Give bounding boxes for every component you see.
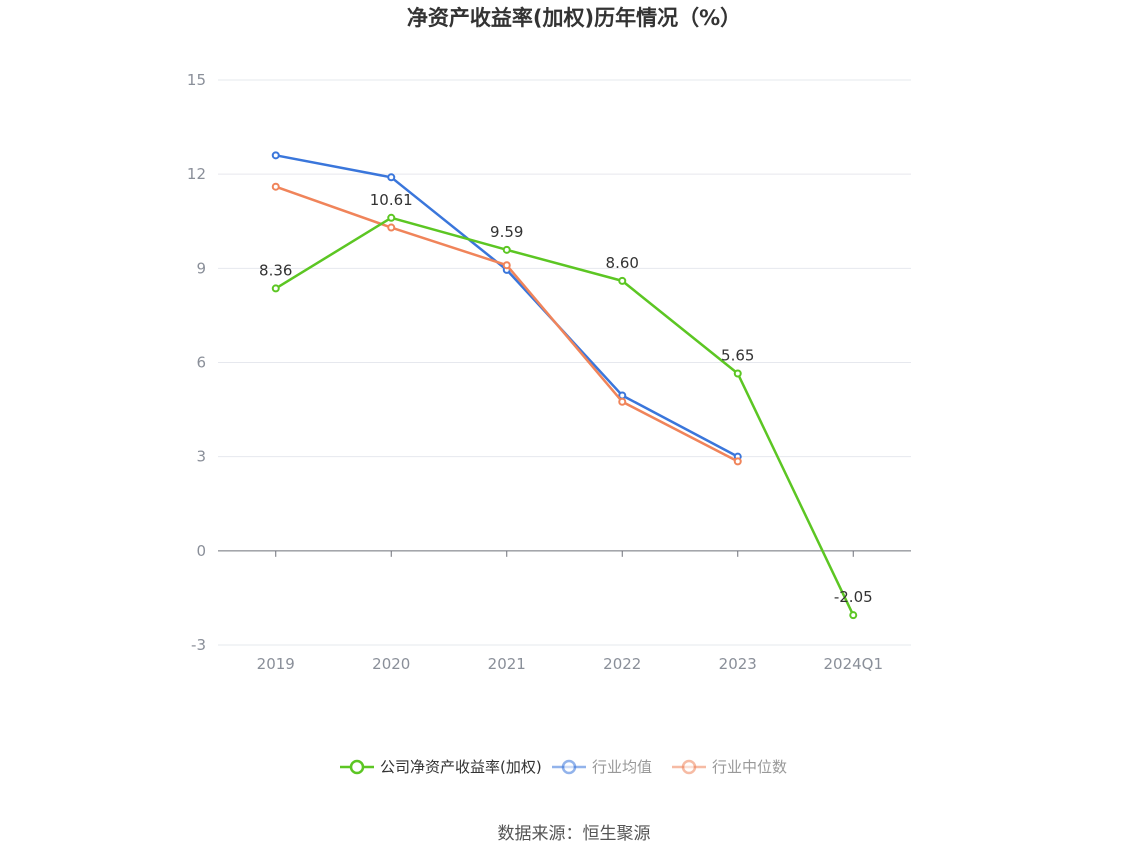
y-tick-label: -3 bbox=[191, 636, 206, 654]
series-line bbox=[275, 216, 855, 616]
legend-swatch-marker bbox=[349, 759, 365, 775]
legend-item[interactable]: 行业均值 bbox=[552, 758, 652, 776]
legend-label: 公司净资产收益率(加权) bbox=[380, 758, 542, 776]
data-point bbox=[733, 369, 742, 378]
legend-item[interactable]: 公司净资产收益率(加权) bbox=[340, 758, 542, 776]
series-1 bbox=[271, 151, 742, 461]
data-source: 数据来源：恒生聚源 bbox=[498, 824, 651, 844]
series-2 bbox=[271, 182, 742, 466]
y-tick-label: 3 bbox=[196, 448, 206, 466]
y-tick-label: 12 bbox=[187, 165, 206, 183]
data-point bbox=[271, 284, 280, 293]
legend-swatch-marker bbox=[681, 759, 697, 775]
data-point bbox=[733, 457, 742, 466]
data-label: -2.05 bbox=[834, 588, 873, 606]
data-label: 8.60 bbox=[606, 254, 639, 272]
series-layer bbox=[271, 151, 858, 620]
y-axis: -3 0 3 6 9 12 15 bbox=[187, 71, 206, 654]
x-tick-label: 2024Q1 bbox=[823, 655, 883, 673]
series-0 bbox=[271, 213, 858, 620]
data-point bbox=[502, 261, 511, 270]
data-point bbox=[271, 151, 280, 160]
y-tick-label: 9 bbox=[196, 259, 206, 277]
series-line bbox=[275, 154, 739, 458]
data-point bbox=[271, 182, 280, 191]
x-tick-label: 2022 bbox=[603, 655, 641, 673]
data-label: 5.65 bbox=[721, 346, 754, 364]
data-point bbox=[618, 276, 627, 285]
data-point bbox=[387, 223, 396, 232]
legend-swatch-marker bbox=[561, 759, 577, 775]
data-point bbox=[618, 397, 627, 406]
legend-label: 行业中位数 bbox=[712, 758, 787, 776]
y-tick-label: 6 bbox=[196, 354, 206, 372]
data-point bbox=[502, 245, 511, 254]
chart-title: 净资产收益率(加权)历年情况（%） bbox=[407, 6, 741, 30]
data-point bbox=[387, 173, 396, 182]
data-label: 8.36 bbox=[259, 261, 292, 279]
y-tick-label: 15 bbox=[187, 71, 206, 89]
x-tick-label: 2021 bbox=[488, 655, 526, 673]
data-point bbox=[849, 611, 858, 620]
x-tick-label: 2019 bbox=[257, 655, 295, 673]
data-point bbox=[387, 213, 396, 222]
data-labels: 8.36 10.61 9.59 8.60 5.65 -2.05 bbox=[259, 191, 873, 606]
grid-lines bbox=[218, 79, 911, 646]
legend: 公司净资产收益率(加权) 行业均值 行业中位数 bbox=[340, 758, 787, 776]
x-axis: 2019 2020 2021 2022 2023 2024Q1 bbox=[218, 550, 911, 673]
x-tick-label: 2023 bbox=[719, 655, 757, 673]
y-tick-label: 0 bbox=[196, 542, 206, 560]
legend-label: 行业均值 bbox=[592, 758, 652, 776]
legend-item[interactable]: 行业中位数 bbox=[672, 758, 787, 776]
x-tick-label: 2020 bbox=[372, 655, 410, 673]
data-label: 10.61 bbox=[370, 191, 413, 209]
data-label: 9.59 bbox=[490, 223, 523, 241]
